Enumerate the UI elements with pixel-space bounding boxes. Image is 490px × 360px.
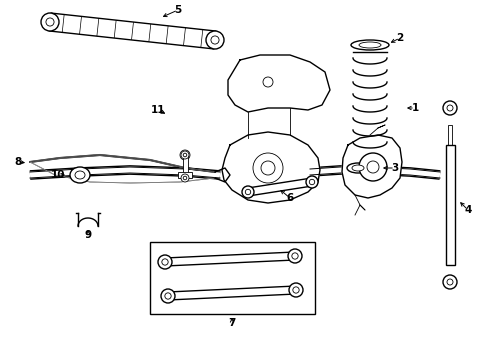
Circle shape [242, 186, 254, 198]
Bar [178, 172, 192, 178]
Text: 10: 10 [51, 170, 65, 180]
Circle shape [253, 153, 283, 183]
Circle shape [309, 179, 315, 185]
Text: 8: 8 [14, 157, 22, 167]
Ellipse shape [75, 171, 85, 179]
Polygon shape [49, 13, 216, 49]
Circle shape [293, 287, 299, 293]
Ellipse shape [359, 42, 381, 48]
Circle shape [306, 176, 318, 188]
Circle shape [41, 13, 59, 31]
Circle shape [46, 18, 54, 26]
Polygon shape [168, 286, 296, 300]
Bar [445, 145, 455, 265]
Circle shape [183, 153, 187, 157]
Circle shape [443, 101, 457, 115]
Circle shape [183, 176, 187, 180]
Polygon shape [222, 132, 320, 203]
Circle shape [443, 275, 457, 289]
Ellipse shape [352, 165, 364, 171]
Text: 1: 1 [412, 103, 418, 113]
Polygon shape [182, 155, 188, 178]
Circle shape [162, 259, 168, 265]
Circle shape [183, 153, 187, 157]
Ellipse shape [347, 163, 369, 173]
Ellipse shape [351, 40, 389, 50]
Ellipse shape [70, 167, 90, 183]
Polygon shape [247, 178, 313, 196]
Circle shape [261, 161, 275, 175]
Circle shape [181, 151, 189, 159]
Circle shape [292, 253, 298, 259]
Circle shape [211, 36, 219, 44]
Circle shape [161, 289, 175, 303]
Text: 2: 2 [396, 33, 404, 43]
Circle shape [165, 293, 171, 299]
Circle shape [289, 283, 303, 297]
Text: 9: 9 [84, 230, 92, 240]
Polygon shape [165, 252, 295, 266]
Circle shape [359, 153, 387, 181]
Circle shape [447, 105, 453, 111]
Polygon shape [228, 55, 330, 112]
Circle shape [245, 189, 251, 195]
Text: 7: 7 [228, 318, 236, 328]
Circle shape [180, 150, 190, 160]
Circle shape [447, 279, 453, 285]
Polygon shape [342, 135, 402, 198]
Circle shape [367, 161, 379, 173]
Circle shape [263, 77, 273, 87]
Text: 4: 4 [465, 205, 472, 215]
Bar [150, 242, 315, 314]
Text: 6: 6 [286, 193, 294, 203]
Circle shape [158, 255, 172, 269]
Text: 5: 5 [174, 5, 182, 15]
Bar [448, 125, 452, 205]
Circle shape [288, 249, 302, 263]
Circle shape [181, 174, 189, 182]
Text: 3: 3 [392, 163, 399, 173]
Text: 11: 11 [151, 105, 165, 115]
Circle shape [206, 31, 224, 49]
